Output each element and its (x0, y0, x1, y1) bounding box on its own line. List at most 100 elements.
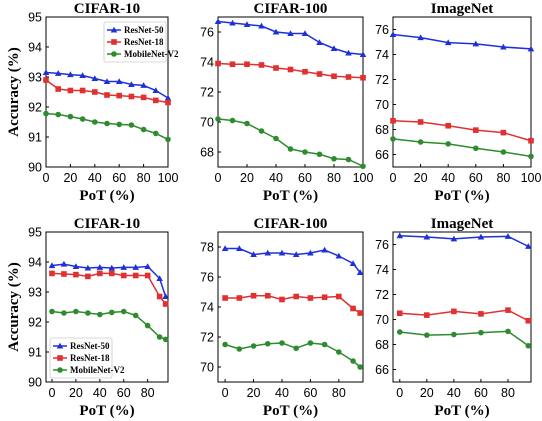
data-point (153, 97, 159, 104)
x-tick-label: 0 (396, 386, 403, 400)
x-tick-label: 100 (158, 171, 179, 185)
data-point (60, 260, 68, 267)
x-tick-label: 0 (222, 386, 229, 400)
legend-marker (56, 342, 64, 349)
x-tick-label: 60 (298, 171, 312, 185)
data-point (144, 263, 151, 269)
data-point (445, 141, 452, 147)
series-mobilenet-v2 (43, 110, 171, 143)
chart-panel-2: CIFAR-100 68 70 72 74 76 0 20 40 60 80 100 PoT (%) (200, 1, 373, 204)
y-tick-label: 72 (200, 331, 214, 345)
x-tick-label: 80 (327, 171, 341, 185)
data-point (336, 349, 342, 355)
y-tick-label: 72 (375, 288, 389, 302)
data-point (389, 31, 397, 37)
data-point (293, 293, 299, 300)
data-point (162, 301, 169, 307)
data-point (144, 272, 151, 279)
data-point (500, 149, 507, 155)
data-point (162, 336, 169, 343)
data-point (156, 334, 163, 340)
series-line (392, 120, 532, 142)
chart-title: CIFAR-100 (254, 216, 328, 232)
x-axis-label: PoT (%) (434, 403, 489, 419)
chart-title: ImageNet (431, 1, 493, 17)
series-resnet-18 (396, 307, 532, 324)
series-line (392, 138, 532, 158)
chart-panel-3: ImageNet 66 68 70 72 74 76 0 20 40 60 80 100 PoT (%) (375, 1, 541, 204)
data-point (120, 272, 127, 279)
data-point (229, 61, 236, 68)
data-point (250, 251, 257, 257)
series-resnet-50 (48, 260, 169, 299)
data-point (48, 262, 56, 269)
data-point (152, 87, 160, 93)
data-point (108, 309, 115, 316)
data-point (103, 78, 111, 84)
series-resnet-50 (42, 69, 172, 101)
data-point (140, 126, 147, 133)
data-point (140, 94, 147, 101)
data-point (451, 331, 457, 338)
data-point (104, 92, 110, 98)
y-tick-label: 78 (200, 241, 214, 255)
data-point (214, 18, 222, 24)
data-point (287, 66, 294, 73)
data-point (116, 92, 122, 99)
data-point (132, 264, 140, 270)
series-mobilenet-v2 (215, 116, 366, 170)
y-tick-label: 76 (200, 26, 214, 40)
data-point (500, 129, 507, 136)
series-mobilenet-v2 (49, 308, 169, 343)
data-point (221, 245, 229, 251)
series-mobilenet-v2 (396, 328, 532, 349)
data-point (97, 311, 103, 318)
data-point (67, 87, 74, 94)
data-point (417, 139, 424, 145)
data-point (128, 81, 135, 87)
data-point (272, 28, 280, 35)
data-point (243, 21, 251, 27)
data-point (258, 62, 265, 68)
data-point (92, 119, 98, 125)
legend-marker (111, 51, 117, 57)
x-tick-label: 0 (49, 386, 56, 400)
x-tick-label: 60 (112, 171, 126, 185)
x-tick-label: 20 (414, 171, 428, 185)
data-point (132, 272, 139, 279)
y-tick-label: 66 (375, 363, 389, 377)
data-point (104, 120, 110, 127)
data-point (396, 310, 403, 317)
data-point (525, 342, 532, 349)
legend-label: ResNet-50 (124, 25, 164, 35)
data-point (55, 86, 61, 92)
legend: ResNet-50 ResNet-18 MobileNet-V2 (49, 337, 125, 379)
data-point (417, 34, 424, 41)
data-point (264, 249, 272, 256)
data-point (156, 275, 163, 281)
y-tick-label: 93 (28, 71, 42, 85)
data-point (524, 243, 532, 249)
data-point (165, 136, 171, 143)
data-point (360, 163, 366, 170)
data-point (164, 94, 172, 101)
x-tick-label: 80 (332, 386, 346, 400)
data-point (273, 65, 279, 71)
data-point (97, 270, 103, 277)
y-tick-label: 76 (375, 23, 389, 37)
data-point (345, 74, 352, 80)
y-tick-label: 76 (200, 271, 214, 285)
data-point (330, 45, 338, 51)
x-tick-label: 40 (93, 386, 107, 400)
data-point (390, 136, 396, 142)
data-point (264, 340, 271, 347)
y-tick-label: 95 (28, 226, 42, 240)
data-point (73, 308, 79, 315)
y-tick-label: 74 (200, 56, 214, 70)
data-point (250, 292, 257, 299)
data-point (423, 233, 431, 240)
y-tick-label: 68 (375, 123, 389, 137)
series-resnet-18 (49, 270, 169, 307)
data-point (335, 252, 343, 259)
